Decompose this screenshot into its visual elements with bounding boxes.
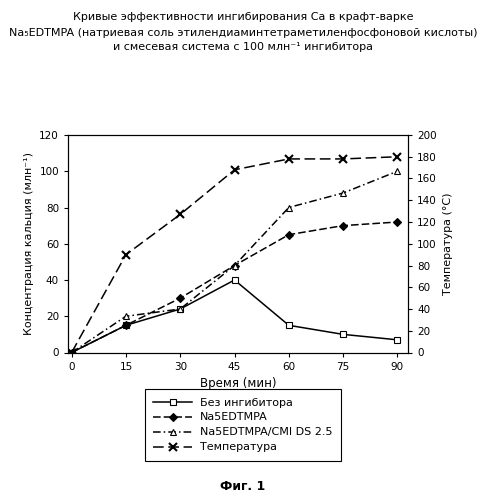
Text: Кривые эффективности ингибирования Ca в крафт-варке: Кривые эффективности ингибирования Ca в …: [73, 12, 413, 22]
Y-axis label: Температура (°C): Температура (°C): [443, 192, 452, 295]
Text: Na₅EDTMPA (натриевая соль этилендиаминтетраметиленфосфоновой кислоты): Na₅EDTMPA (натриевая соль этилендиаминте…: [9, 28, 477, 38]
Text: Фиг. 1: Фиг. 1: [220, 480, 266, 492]
Legend: Без ингибитора, Na5EDTMPA, Na5EDTMPA/CMI DS 2.5, Температура: Без ингибитора, Na5EDTMPA, Na5EDTMPA/CMI…: [144, 388, 342, 462]
Text: и смесевая система с 100 млн⁻¹ ингибитора: и смесевая система с 100 млн⁻¹ ингибитор…: [113, 42, 373, 52]
X-axis label: Время (мин): Время (мин): [200, 377, 277, 390]
Y-axis label: Концентрация кальция (млн⁻¹): Концентрация кальция (млн⁻¹): [24, 152, 34, 335]
